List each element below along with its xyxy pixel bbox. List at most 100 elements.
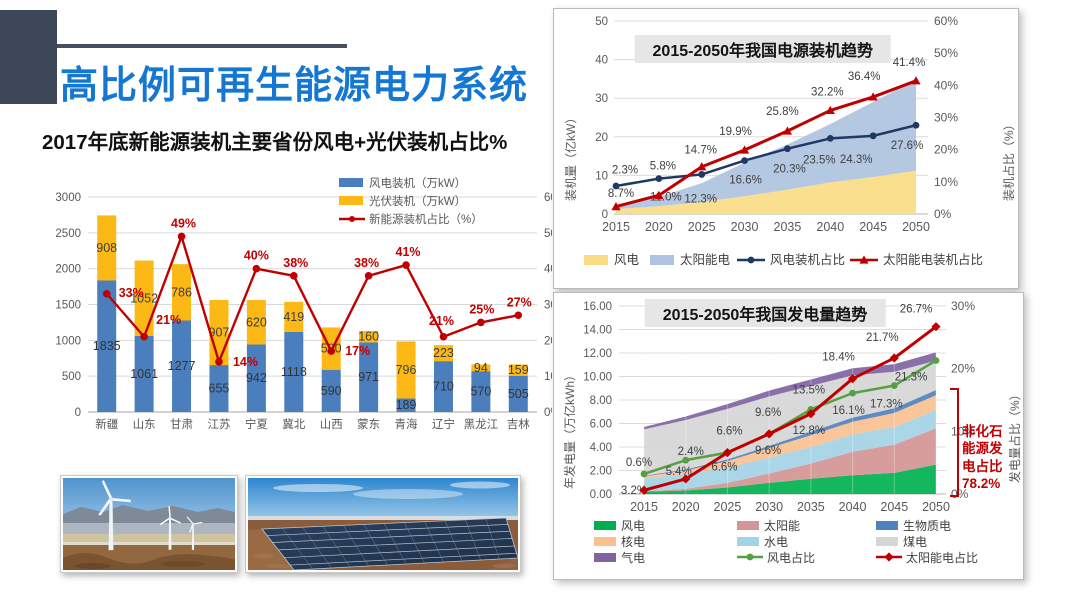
marker bbox=[640, 470, 648, 478]
bar-segment-wind bbox=[396, 398, 416, 412]
x-axis-tick: 2030 bbox=[731, 220, 759, 234]
marker bbox=[890, 382, 898, 389]
marker bbox=[682, 456, 690, 464]
line-series bbox=[614, 123, 918, 188]
data-label: 6.6% bbox=[711, 462, 737, 474]
marker bbox=[859, 255, 869, 264]
y2-axis-tick: 0% bbox=[544, 407, 552, 419]
province-wind-pv-chart: 3000 60% 2500 50% 2000 40% 1500 30% 1000 20% 500 10… bbox=[52, 174, 567, 470]
marker bbox=[655, 175, 663, 183]
x-axis-tick: 2015 bbox=[630, 500, 658, 514]
data-label: 36.4% bbox=[848, 71, 881, 83]
wind-value-label: 590 bbox=[321, 384, 342, 398]
y-axis-tick: 12.00 bbox=[583, 348, 612, 360]
legend-label: 光伏装机（万kW） bbox=[369, 194, 466, 208]
y2-axis-tick: 0% bbox=[934, 207, 952, 221]
x-axis-ticks: 2015 2020 2025 2030 2035 2040 2045 2050 bbox=[630, 500, 950, 514]
y-axis-tick: 16.00 bbox=[583, 301, 612, 313]
y-axis-tick: 30 bbox=[595, 93, 608, 105]
x-axis-tick: 2045 bbox=[880, 500, 908, 514]
bar-segment-pv bbox=[134, 260, 154, 336]
x-axis-tick: 2020 bbox=[672, 500, 700, 514]
percent-label: 41% bbox=[396, 245, 421, 259]
marker bbox=[884, 552, 894, 562]
marker bbox=[825, 105, 835, 115]
y-axis-tick: 8.00 bbox=[590, 395, 612, 407]
wind-value-label: 655 bbox=[209, 382, 230, 396]
marker bbox=[177, 232, 186, 241]
data-label: 13.5% bbox=[793, 384, 826, 396]
annotation-bracket bbox=[950, 388, 959, 497]
marker bbox=[747, 256, 755, 264]
x-axis-tick: 2015 bbox=[602, 220, 630, 234]
solar-farm-photo bbox=[245, 475, 521, 573]
x-axis-tick: 山西 bbox=[320, 418, 343, 431]
bar-segment-pv bbox=[172, 264, 192, 321]
x-axis-ticks: 2015 2020 2025 2030 2035 2040 2045 2050 bbox=[602, 220, 930, 234]
legend-swatch bbox=[339, 178, 363, 187]
marker bbox=[252, 264, 261, 273]
legend-label: 生物质电 bbox=[903, 519, 951, 533]
x-axis-tick: 冀北 bbox=[282, 417, 305, 431]
corner-accent-block bbox=[0, 10, 57, 104]
data-label: 20.3% bbox=[773, 164, 806, 176]
y-axis-tick: 0.00 bbox=[590, 489, 612, 501]
marker bbox=[784, 145, 791, 153]
data-label: 26.7% bbox=[900, 304, 933, 316]
data-label: 3.2% bbox=[621, 485, 647, 497]
line-series-group: 3.2%5.4%6.6%9.6%13.5%16.1%17.3%21.3% bbox=[621, 357, 940, 497]
percent-label: 33% bbox=[119, 286, 144, 300]
percent-label: 17% bbox=[345, 344, 370, 358]
marker bbox=[639, 485, 649, 495]
marker bbox=[514, 311, 523, 320]
y-axis-tick: 14.00 bbox=[583, 325, 612, 337]
x-axis-tick: 青海 bbox=[395, 417, 418, 431]
pv-value-label: 796 bbox=[396, 363, 417, 377]
y2-axis-tick: 0% bbox=[951, 487, 969, 501]
marker bbox=[826, 135, 834, 142]
line-series bbox=[642, 359, 938, 476]
bar-segment-wind bbox=[471, 371, 491, 412]
y-axis-tick: 10.00 bbox=[583, 372, 612, 384]
x-axis-tick: 辽宁 bbox=[432, 417, 455, 431]
x-axis-tick: 2045 bbox=[859, 220, 887, 234]
percent-label: 21% bbox=[429, 314, 454, 328]
x-axis-tick: 宁夏 bbox=[245, 417, 268, 431]
wind-farm-photo-art bbox=[63, 478, 235, 570]
x-axis-tick: 2040 bbox=[839, 500, 867, 514]
bar-value-labels: 908 1835 1052 1061 786 1277 907 655 620 942 419 111… bbox=[93, 241, 529, 412]
legend: 风电 太阳能电 风电装机占比 太阳能电装机占比 bbox=[584, 252, 983, 267]
legend-label: 太阳能电装机占比 bbox=[883, 252, 983, 267]
marker bbox=[327, 347, 336, 355]
legend-label: 煤电 bbox=[903, 535, 927, 549]
data-label: 0.6% bbox=[626, 457, 652, 469]
generation-chart-title: 2015-2050年我国发电量趋势 bbox=[644, 299, 886, 327]
percent-label: 25% bbox=[469, 302, 494, 316]
marker bbox=[741, 157, 748, 165]
data-label: 12.3% bbox=[684, 193, 717, 205]
line-series bbox=[614, 79, 918, 209]
legend-swatch bbox=[737, 537, 759, 546]
marker bbox=[746, 553, 754, 561]
data-label: 27.6% bbox=[891, 140, 924, 152]
x-axis-tick: 新疆 bbox=[95, 417, 118, 431]
legend-swatch bbox=[876, 521, 898, 530]
marker bbox=[612, 182, 620, 190]
y-axis-tick: 20 bbox=[595, 132, 608, 144]
area-series bbox=[616, 79, 916, 209]
y2-axis-tick: 40% bbox=[934, 78, 958, 92]
legend-label: 核电 bbox=[621, 535, 645, 549]
data-label: 9.6% bbox=[755, 445, 781, 457]
area-series bbox=[644, 464, 936, 494]
marker bbox=[847, 374, 858, 384]
marker bbox=[364, 272, 373, 280]
wind-value-label: 710 bbox=[433, 380, 454, 394]
x-axis-tick: 江苏 bbox=[207, 418, 230, 431]
wind-value-label: 189 bbox=[396, 398, 417, 412]
y2-axis-tick: 60% bbox=[544, 192, 552, 204]
data-label: 18.4% bbox=[822, 352, 855, 364]
y2-axis-tick: 30% bbox=[544, 300, 552, 312]
percent-label: 38% bbox=[283, 256, 308, 270]
